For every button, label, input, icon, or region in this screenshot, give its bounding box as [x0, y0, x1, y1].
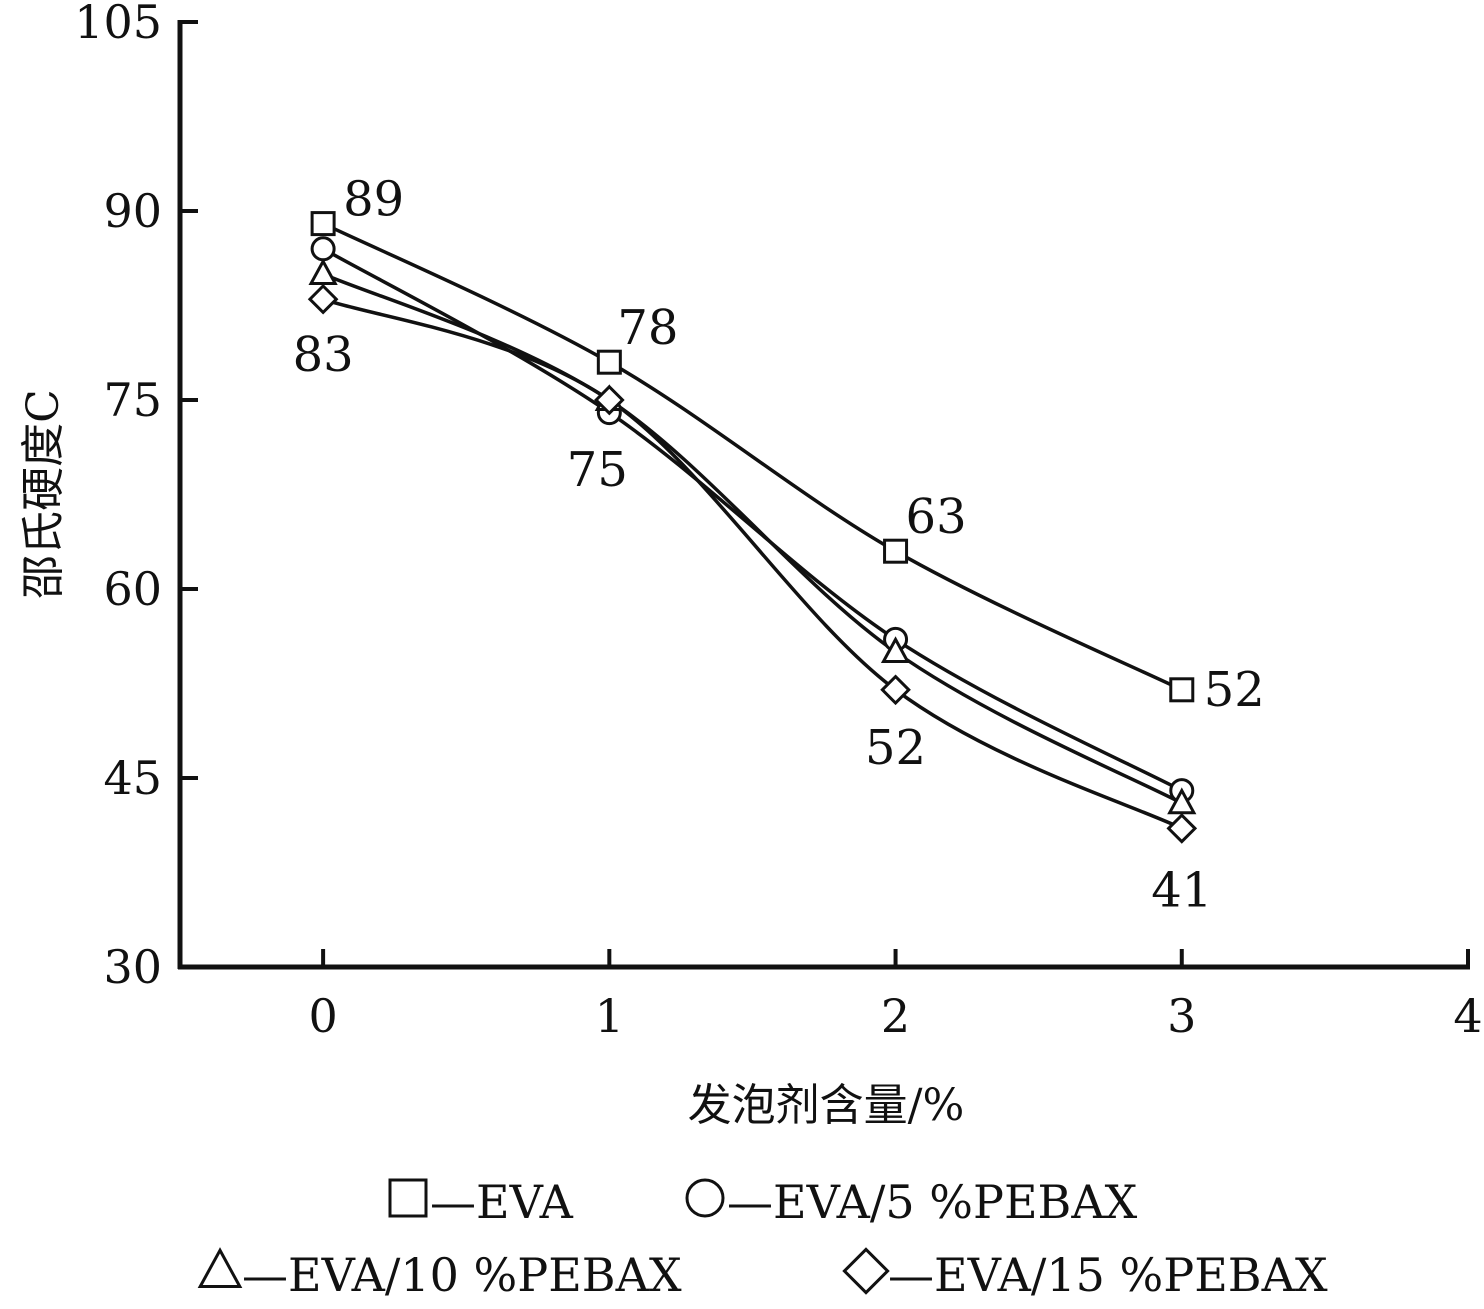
y-tick-label: 75 [103, 373, 162, 427]
x-tick-label: 4 [1453, 989, 1482, 1043]
legend-triangle-icon [197, 1247, 243, 1289]
legend-label: —EVA/15 %PEBAX [888, 1248, 1328, 1302]
legend-label: —EVA/5 %PEBAX [727, 1175, 1138, 1229]
y-tick-label: 105 [74, 0, 162, 49]
data-label: 83 [293, 327, 354, 383]
x-tick-label: 1 [595, 989, 624, 1043]
data-label: 78 [617, 300, 678, 356]
data-label: 52 [1204, 662, 1265, 718]
series-line-0 [322, 222, 1183, 692]
legend-label: —EVA [430, 1175, 574, 1229]
y-axis-title: 邵氏硬度C [18, 389, 69, 599]
square-marker [883, 538, 909, 564]
series-line-1 [322, 247, 1183, 793]
x-tick-label: 2 [881, 989, 910, 1043]
square-marker [596, 349, 622, 375]
y-tick-label: 60 [103, 562, 162, 616]
data-label: 52 [865, 720, 926, 776]
y-tick-label: 90 [103, 184, 162, 238]
y-tick-label: 45 [103, 751, 162, 805]
square-marker [310, 211, 336, 237]
axes: 30 45 60 75 90 105 0 1 2 3 4 [74, 0, 1482, 1043]
square-marker [1169, 677, 1195, 703]
data-labels: 89 78 63 52 83 75 52 41 [293, 172, 1265, 919]
legend-circle-icon [685, 1178, 725, 1218]
triangle-marker [1167, 787, 1197, 815]
data-label: 41 [1151, 862, 1212, 918]
x-tick-label: 0 [308, 989, 337, 1043]
y-tick-label: 30 [103, 940, 162, 994]
circle-marker [310, 236, 336, 262]
diamond-marker [307, 283, 339, 315]
data-label: 89 [343, 172, 404, 228]
series-line-3 [322, 297, 1183, 830]
axis-titles: 发泡剂含量/% 邵氏硬度C [18, 389, 964, 1131]
diamond-marker [1166, 813, 1198, 844]
legend-square-icon [388, 1178, 428, 1218]
series-markers [307, 211, 1198, 844]
triangle-marker [308, 258, 338, 285]
x-tick-label: 3 [1167, 989, 1196, 1043]
diamond-marker [880, 674, 911, 706]
legend-diamond-icon [842, 1247, 890, 1295]
series-line-2 [322, 272, 1183, 805]
x-axis-title: 发泡剂含量/% [688, 1080, 965, 1131]
triangle-marker [880, 636, 911, 663]
series-lines [322, 222, 1183, 830]
data-label: 75 [567, 442, 628, 498]
data-label: 63 [906, 489, 967, 545]
diamond-marker [594, 384, 625, 416]
legend: —EVA —EVA/5 %PEBAX —EVA/10 %PEBAX —EVA/15 %… [197, 1175, 1328, 1302]
legend-label: —EVA/10 %PEBAX [242, 1248, 682, 1302]
